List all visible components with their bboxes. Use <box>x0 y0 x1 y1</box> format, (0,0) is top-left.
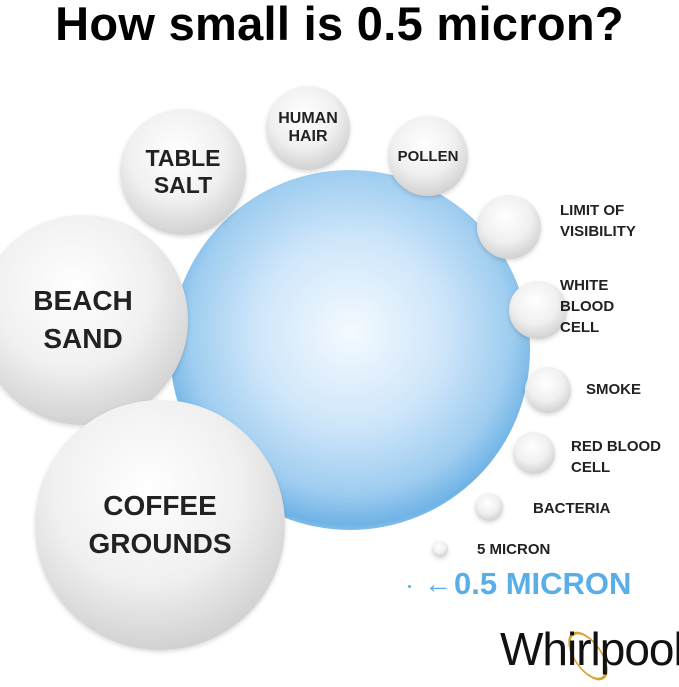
coffee-grounds-circle: COFFEE GROUNDS <box>35 400 285 650</box>
smoke-label: SMOKE <box>586 381 642 398</box>
bacteria-label: BACTERIA <box>533 500 611 517</box>
half-micron-label: 0.5 MICRON <box>454 566 632 601</box>
human-hair-circle: HUMAN HAIR <box>266 86 350 170</box>
white-blood-cell-label: WHITE BLOOD CELL <box>560 277 615 336</box>
table-salt-circle: TABLE SALT <box>120 109 246 235</box>
red-blood-cell-circle <box>513 432 555 474</box>
pollen-circle: POLLEN <box>388 116 468 196</box>
limit-of-visibility-label: LIMIT OF VISIBILITY <box>560 202 636 240</box>
page-title: How small is 0.5 micron? <box>55 0 624 50</box>
white-blood-cell-circle <box>509 281 567 339</box>
smoke-circle <box>525 367 571 413</box>
whirlpool-logo: Whirlpool <box>500 623 679 675</box>
half-micron-highlight: ← 0.5 MICRON <box>424 566 631 602</box>
five-micron-circle <box>432 541 448 557</box>
half-micron-dot <box>408 585 411 588</box>
bacteria-circle <box>475 493 503 521</box>
five-micron-label: 5 MICRON <box>477 541 551 558</box>
beach-sand-circle: BEACH SAND <box>0 215 188 425</box>
limit-of-visibility-circle <box>477 195 541 259</box>
red-blood-cell-label: RED BLOOD CELL <box>571 438 661 476</box>
arrow-left-icon: ← <box>424 568 452 599</box>
